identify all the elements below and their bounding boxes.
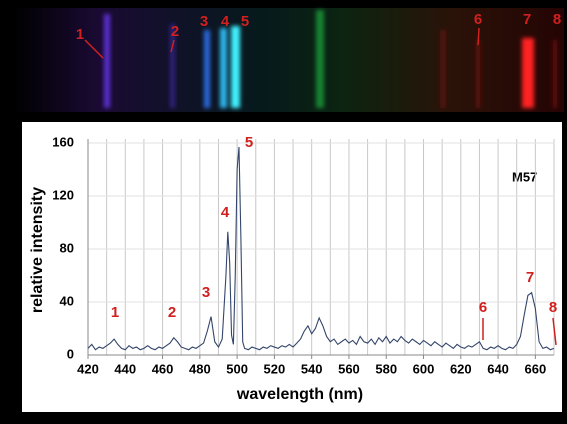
y-axis-label: relative intensity xyxy=(29,187,46,313)
spectrum-lines xyxy=(104,10,557,108)
x-tick-label: 560 xyxy=(338,361,360,376)
chart-panel xyxy=(22,122,562,412)
x-tick-label: 600 xyxy=(413,361,435,376)
x-axis-label: wavelength (nm) xyxy=(236,386,363,403)
y-tick-label: 0 xyxy=(67,346,74,361)
x-tick-label: 520 xyxy=(264,361,286,376)
pointer xyxy=(170,39,175,53)
band-label: 2 xyxy=(171,23,179,40)
band-label: 7 xyxy=(523,11,531,28)
peak-label: 2 xyxy=(168,304,176,321)
band-label: 6 xyxy=(474,11,482,28)
x-tick-label: 500 xyxy=(226,361,248,376)
band-label: 8 xyxy=(553,11,561,28)
pointer xyxy=(552,317,557,346)
spectrum-line xyxy=(87,146,555,351)
peak-label: 7 xyxy=(526,269,534,286)
y-tick-label: 80 xyxy=(60,240,74,255)
peak-label: 6 xyxy=(479,299,487,316)
band-label: 4 xyxy=(221,13,230,30)
y-tick-label: 40 xyxy=(60,293,74,308)
x-tick-label: 620 xyxy=(450,361,472,376)
y-tick-label: 160 xyxy=(52,134,74,149)
note: M57 xyxy=(512,169,537,184)
pointer xyxy=(477,27,480,46)
band-label: 3 xyxy=(200,13,208,30)
x-tick-label: 660 xyxy=(525,361,547,376)
x-tick-label: 540 xyxy=(301,361,323,376)
pointer xyxy=(84,39,104,59)
x-tick-label: 640 xyxy=(487,361,509,376)
band-label: 5 xyxy=(241,13,249,30)
x-tick-label: 460 xyxy=(152,361,174,376)
x-tick-label: 580 xyxy=(375,361,397,376)
peak-label: 1 xyxy=(111,304,119,321)
y-tick-label: 120 xyxy=(52,187,74,202)
peak-label: 5 xyxy=(245,134,253,151)
band-label: 1 xyxy=(76,26,84,43)
peak-label: 3 xyxy=(202,284,210,301)
x-tick-label: 420 xyxy=(77,361,99,376)
peak-label: 8 xyxy=(549,299,557,316)
peak-label: 4 xyxy=(221,204,230,221)
x-tick-label: 440 xyxy=(114,361,136,376)
x-tick-label: 480 xyxy=(189,361,211,376)
